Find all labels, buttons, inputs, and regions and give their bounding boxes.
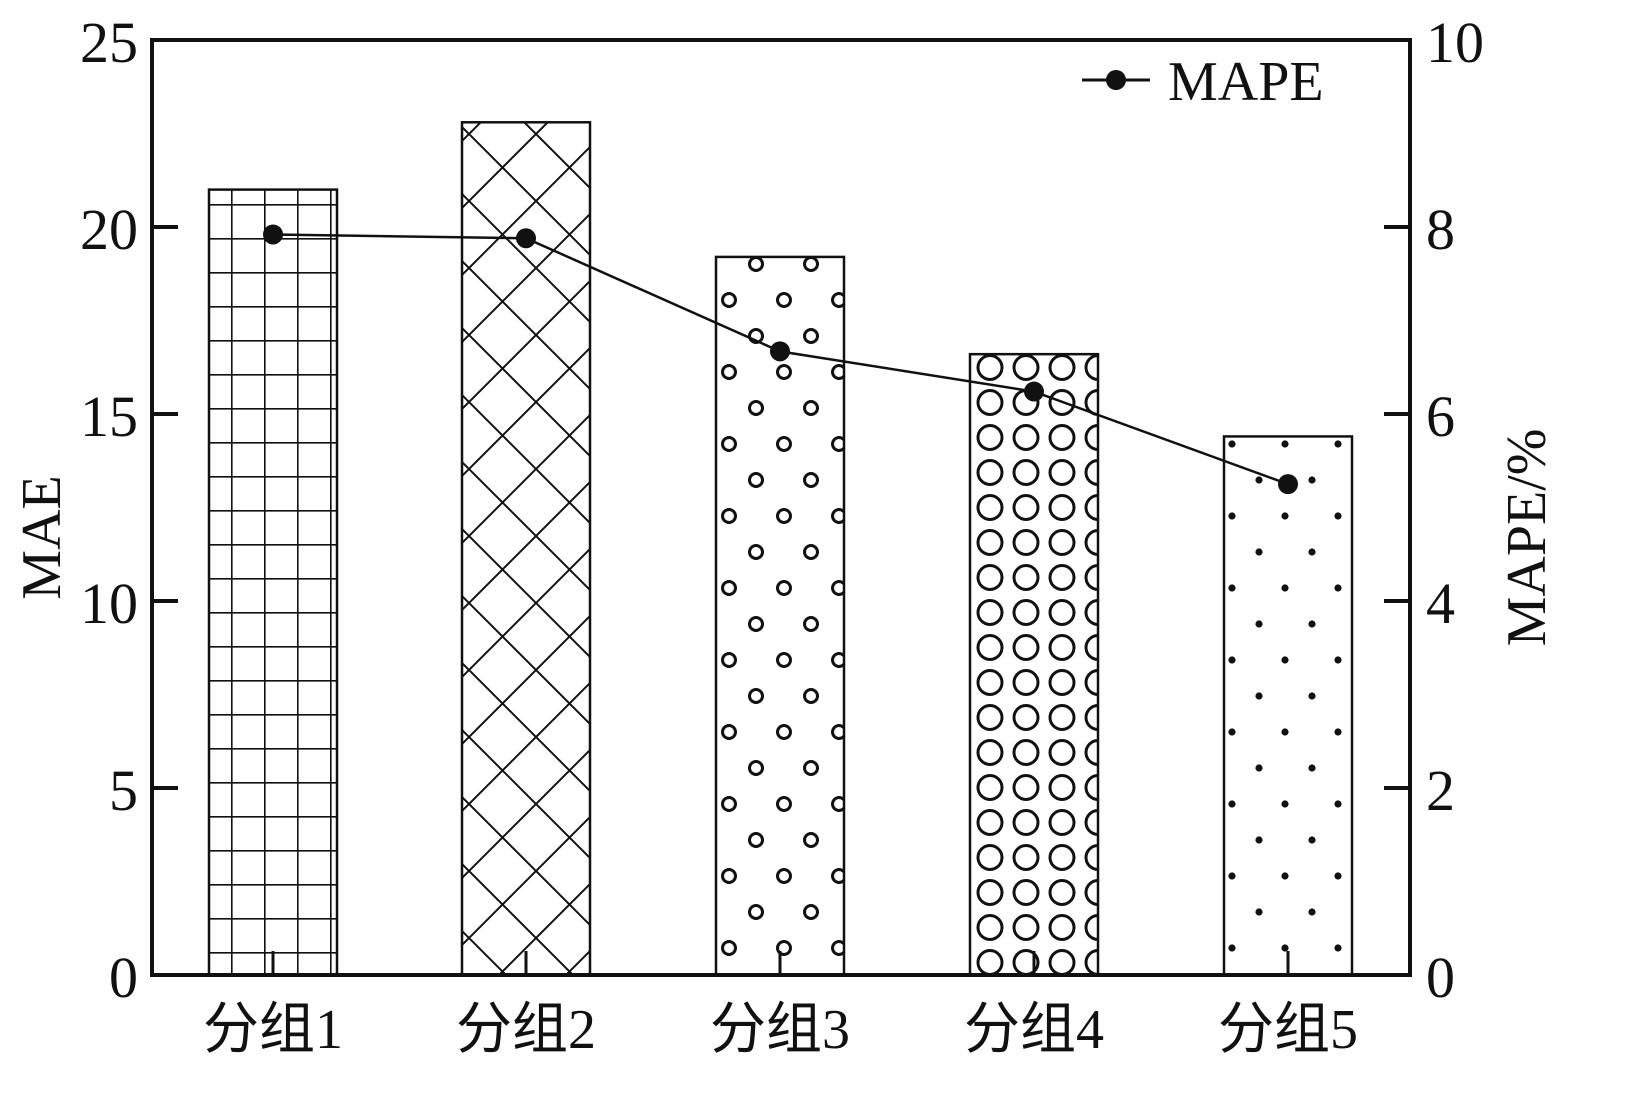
mape-point-3	[770, 341, 790, 362]
bar-5	[1222, 435, 1354, 977]
x-tick-label: 分组5	[1218, 999, 1358, 1061]
right-tick-label: 2	[1426, 758, 1455, 823]
plot-frame	[150, 38, 1412, 977]
bar-2	[460, 121, 592, 977]
mape-point-5	[1278, 474, 1298, 495]
right-tick-label: 4	[1426, 571, 1455, 636]
x-tick-label: 分组4	[964, 999, 1104, 1061]
axis-ticks: 0 5 10 15 20 25 0 2 4 6 8 10 分组1 分组2 分组3 分组4 分组5	[80, 10, 1484, 1061]
left-tick-label: 20	[80, 197, 138, 262]
bar-1	[207, 188, 339, 977]
x-tick-label: 分组3	[710, 999, 850, 1061]
mape-line-group	[263, 224, 1298, 495]
left-tick-label: 25	[80, 10, 138, 75]
right-tick-label: 8	[1426, 197, 1455, 262]
mape-point-2	[516, 228, 536, 249]
right-tick-label: 6	[1426, 384, 1455, 449]
legend-point-marker	[1106, 70, 1126, 90]
x-tick-label: 分组2	[456, 999, 596, 1061]
bar-3	[714, 255, 846, 977]
mape-point-1	[263, 224, 283, 245]
legend: MAPE	[1082, 51, 1324, 113]
bar-4	[968, 352, 1100, 977]
y-axis-label: MAE	[11, 475, 73, 599]
left-tick-label: 15	[80, 384, 138, 449]
left-tick-label: 0	[109, 945, 138, 1010]
axis-labels: MAE MAPE/%	[11, 429, 1558, 647]
right-tick-label: 10	[1426, 10, 1484, 75]
right-tick-label: 0	[1426, 945, 1455, 1010]
x-tick-label: 分组1	[203, 999, 343, 1061]
plot-border	[150, 38, 1412, 977]
mape-point-4	[1024, 381, 1044, 402]
y-axis-right-label: MAPE/%	[1496, 429, 1558, 647]
left-tick-label: 10	[80, 571, 138, 636]
left-tick-label: 5	[109, 758, 138, 823]
bar-group	[207, 121, 1354, 977]
legend-label: MAPE	[1168, 51, 1324, 113]
